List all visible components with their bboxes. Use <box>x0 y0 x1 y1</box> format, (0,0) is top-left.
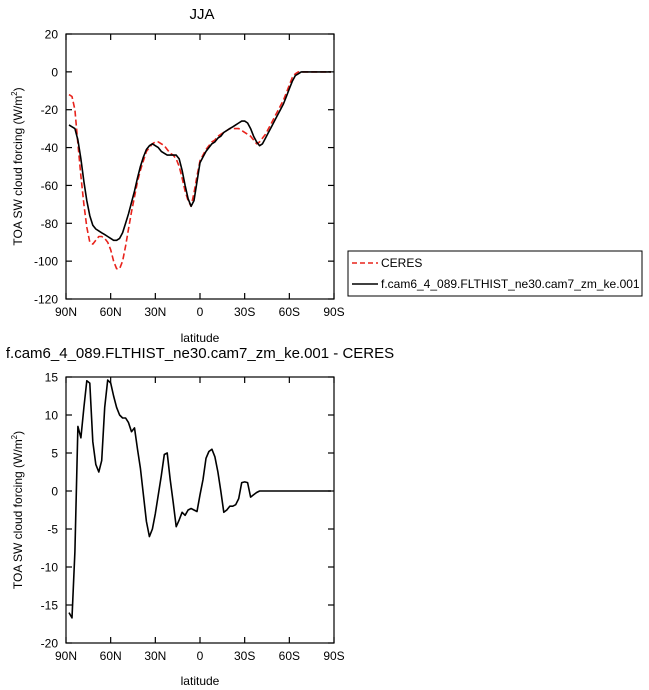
y-tick-label-5: -5 <box>47 523 58 537</box>
y-tick-label-15: 15 <box>45 371 59 385</box>
series-line-f-cam6-4-089-flthist-ne30-cam7-zm-ke-001 <box>68 71 331 242</box>
x-tick-label-60s: 60S <box>279 649 300 663</box>
y-tick-label-20: 20 <box>45 28 59 42</box>
y-axis-label: TOA SW cloud forcing (W/m2) <box>10 431 25 589</box>
series-line-ceres <box>68 71 331 270</box>
chart-title: JJA <box>189 6 214 23</box>
legend-label-ceres: CERES <box>381 256 422 270</box>
panel-bottom: f.cam6_4_089.FLTHIST_ne30.cam7_zm_ke.001… <box>6 345 394 688</box>
x-tick-label-60s: 60S <box>279 305 300 319</box>
chart-title: f.cam6_4_089.FLTHIST_ne30.cam7_zm_ke.001… <box>6 345 394 362</box>
legend-box <box>347 250 643 297</box>
x-tick-label-30n: 30N <box>144 649 166 663</box>
x-tick-label-90n: 90N <box>55 649 77 663</box>
y-tick-label-0: 0 <box>51 65 58 79</box>
panel-top: JJA 90N 60N 30N 0 30S 60S 90S 20 0 -20 -40 -60 -80 -1… <box>10 6 643 345</box>
x-axis-label: latitude <box>181 331 220 345</box>
y-tick-label-40: -40 <box>41 141 59 155</box>
series-layer <box>68 379 331 619</box>
y-tick-label-0: 0 <box>51 485 58 499</box>
x-tick-label-0: 0 <box>197 305 204 319</box>
x-tick-label-30s: 30S <box>234 649 255 663</box>
difference-series-line <box>68 379 331 619</box>
plot-frame <box>65 376 335 644</box>
legend: CERES f.cam6_4_089.FLTHIST_ne30.cam7_zm_… <box>347 250 643 297</box>
legend-label-model: f.cam6_4_089.FLTHIST_ne30.cam7_zm_ke.001 <box>381 277 640 291</box>
x-tick-label-30n: 30N <box>144 305 166 319</box>
x-tick-label-30s: 30S <box>234 305 255 319</box>
series-layer <box>68 71 331 270</box>
x-axis-label: latitude <box>181 674 220 688</box>
x-tick-label-90n: 90N <box>55 305 77 319</box>
y-tick-label-20: -20 <box>41 103 59 117</box>
y-tick-label-100: -100 <box>34 255 58 269</box>
y-axis-label: TOA SW cloud forcing (W/m2) <box>10 87 25 245</box>
y-tick-label-20: -20 <box>41 637 59 651</box>
y-tick-label-10: 10 <box>45 409 59 423</box>
x-tick-label-60n: 60N <box>100 305 122 319</box>
y-tick-label-60: -60 <box>41 179 59 193</box>
y-tick-label-15: -15 <box>41 599 59 613</box>
y-tick-label-5: 5 <box>51 447 58 461</box>
y-tick-label-120: -120 <box>34 293 58 307</box>
x-tick-label-60n: 60N <box>100 649 122 663</box>
y-tick-label-10: -10 <box>41 561 59 575</box>
x-tick-label-0: 0 <box>197 649 204 663</box>
x-tick-label-90s: 90S <box>323 649 344 663</box>
x-tick-label-90s: 90S <box>323 305 344 319</box>
y-tick-label-80: -80 <box>41 217 59 231</box>
